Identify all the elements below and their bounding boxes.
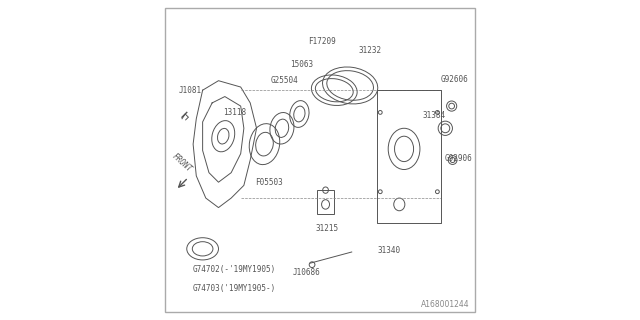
Text: 13118: 13118: [223, 108, 246, 117]
Text: 31340: 31340: [378, 246, 401, 255]
Text: J1081: J1081: [179, 86, 202, 95]
Text: 31384: 31384: [422, 111, 445, 120]
Text: G74702(-'19MY1905): G74702(-'19MY1905): [193, 265, 276, 274]
Text: F05503: F05503: [255, 178, 283, 187]
Bar: [317, 190, 334, 214]
Text: F17209: F17209: [308, 36, 336, 45]
Text: 15063: 15063: [290, 60, 313, 69]
Text: A168001244: A168001244: [420, 300, 469, 309]
Text: G92606: G92606: [440, 75, 468, 84]
Text: G25504: G25504: [271, 76, 299, 85]
Text: G74703('19MY1905-): G74703('19MY1905-): [193, 284, 276, 293]
Text: J10686: J10686: [293, 268, 321, 277]
Text: FRONT: FRONT: [170, 152, 194, 174]
Text: 31215: 31215: [316, 224, 339, 233]
Text: G92906: G92906: [444, 154, 472, 163]
Text: 31232: 31232: [358, 46, 381, 55]
